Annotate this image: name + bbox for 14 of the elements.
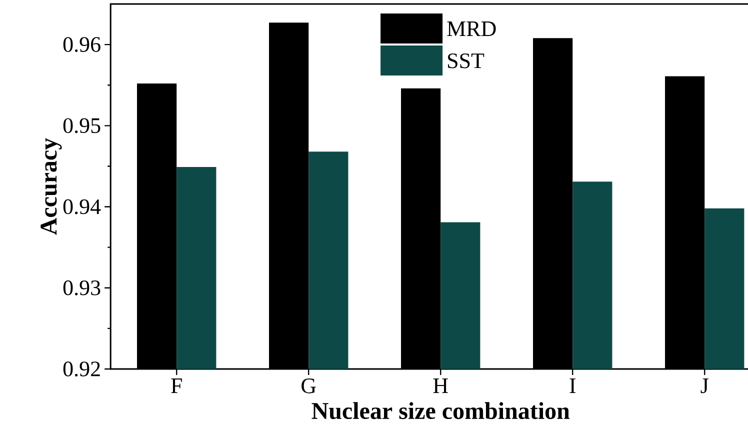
y-tick-label: 0.96: [63, 37, 100, 52]
legend-label: SST: [448, 53, 484, 68]
x-tick-label: I: [570, 378, 576, 393]
x-tick-label: J: [700, 378, 708, 394]
x-tick-label: G: [302, 378, 316, 394]
y-axis-title: Accuracy: [40, 138, 62, 235]
x-axis-title: Nuclear size combination: [312, 402, 570, 420]
y-tick-label: 0.94: [63, 199, 101, 214]
y-tick-label: 0.93: [63, 280, 100, 296]
x-tick-label: F: [171, 378, 182, 393]
x-tick-label: H: [433, 378, 448, 393]
y-tick-label: 0.95: [63, 118, 100, 134]
y-tick-label: 0.92: [63, 362, 100, 376]
legend-label: MRD: [447, 22, 496, 36]
